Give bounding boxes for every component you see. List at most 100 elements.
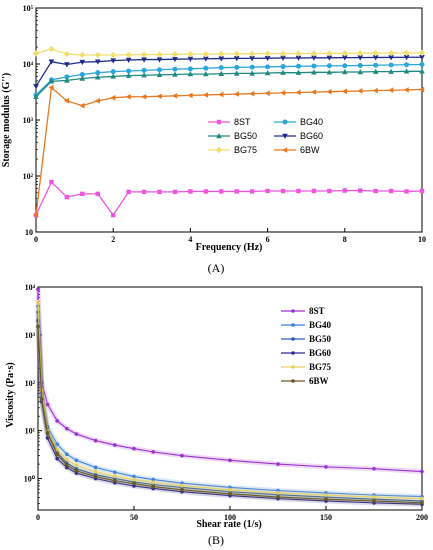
y-tick-label: 10⁴	[25, 283, 36, 292]
data-point-bg50	[110, 73, 116, 79]
data-point-6bw	[74, 468, 79, 473]
legend-swatch-marker	[291, 351, 295, 355]
data-point-bg40	[172, 66, 178, 72]
data-point-8st	[55, 419, 59, 423]
data-point-bg75	[248, 50, 256, 58]
legend-label-bg60: BG60	[300, 131, 323, 141]
data-point-bg50	[218, 70, 225, 76]
data-point-bg60	[249, 56, 255, 62]
data-point-8st	[188, 189, 193, 194]
data-point-bg75	[151, 480, 155, 485]
data-point-8st	[404, 189, 409, 194]
data-point-8st	[342, 188, 347, 193]
panel-a-legend: 8ST BG40 BG50 BG60 BG75 6BW	[208, 117, 323, 155]
legend-label-bg50: BG50	[234, 131, 257, 141]
legend-item-6bw: 6BW	[281, 376, 329, 386]
series-line-bg40	[35, 63, 423, 96]
legend-item-8st: 8ST	[281, 306, 325, 316]
data-point-bg75	[156, 51, 163, 58]
data-point-8st	[311, 188, 317, 194]
data-point-6bw	[403, 87, 409, 93]
data-point-6bw	[110, 94, 116, 101]
data-point-bg50	[172, 71, 178, 77]
data-point-bg40	[357, 63, 363, 69]
data-point-bg50	[280, 69, 286, 75]
data-point-bg75	[357, 49, 364, 57]
data-point-6bw	[187, 92, 193, 99]
data-point-bg60	[218, 56, 225, 62]
data-point-bg75	[324, 493, 328, 497]
data-point-bg50	[419, 68, 425, 74]
data-point-bg40	[373, 62, 379, 68]
data-point-bg50	[48, 78, 55, 84]
data-point-6bw	[228, 491, 232, 496]
data-point-bg50	[264, 70, 271, 76]
data-point-bg40	[64, 74, 70, 80]
data-point-bg50	[342, 68, 348, 75]
data-point-8st	[358, 188, 363, 193]
data-point-bg60	[64, 62, 70, 68]
legend-swatch-marker	[216, 119, 222, 125]
data-point-bg50	[295, 69, 302, 75]
data-point-bg75	[387, 49, 395, 57]
series-line-bg50	[35, 70, 422, 98]
data-point-8st	[373, 188, 378, 194]
x-tick-label: 100	[224, 513, 236, 522]
panel-a-plot-frame	[35, 7, 423, 233]
series-line-bg75	[35, 48, 423, 56]
data-point-bg75	[372, 49, 379, 57]
data-point-8st	[276, 462, 280, 466]
data-point-8st	[172, 189, 178, 195]
data-point-bg50	[125, 72, 132, 78]
data-point-bg50	[203, 71, 209, 77]
data-point-bg75	[55, 447, 59, 452]
data-point-bg60	[79, 59, 86, 66]
legend-label-6bw: 6BW	[300, 145, 320, 155]
legend-item-bg50: BG50	[281, 334, 332, 344]
data-point-6bw	[388, 87, 394, 94]
data-point-8st	[203, 189, 209, 194]
series-band-8st	[35, 289, 423, 475]
data-point-bg60	[264, 55, 271, 62]
data-point-8st	[141, 189, 147, 195]
data-point-bg40	[280, 64, 286, 70]
data-point-8st	[95, 191, 100, 197]
data-point-bg75	[420, 496, 424, 501]
data-point-bg40	[110, 69, 116, 75]
data-point-bg75	[372, 495, 376, 499]
data-point-bg40	[79, 71, 85, 77]
series-line-bg75	[37, 301, 423, 500]
data-point-6bw	[55, 452, 59, 457]
legend-label-bg75: BG75	[234, 145, 257, 155]
data-point-bg60	[33, 84, 39, 90]
data-point-bg50	[64, 77, 70, 83]
data-point-bg40	[419, 61, 425, 67]
data-point-bg60	[280, 55, 286, 61]
data-point-bg75	[79, 51, 86, 59]
data-point-bg50	[311, 69, 317, 75]
data-point-bg50	[388, 68, 394, 74]
data-point-6bw	[264, 90, 270, 97]
series-bg40	[33, 61, 425, 98]
panel-a-x-axis: 0 2 4 6 8 10	[34, 228, 426, 244]
series-line-bg60	[37, 320, 423, 505]
data-point-bg50	[94, 74, 101, 80]
data-point-bg40	[404, 62, 410, 68]
legend-item-bg60: BG60	[281, 348, 332, 358]
legend-label-bg40: BG40	[300, 117, 323, 127]
data-point-bg60	[311, 55, 317, 61]
data-point-bg60	[187, 56, 194, 62]
panel-a: 10 10² 10³ 10⁴ 10⁵ 0 2 4 6 8 10 Storage modulus (…	[1, 4, 426, 275]
data-point-bg40	[55, 442, 59, 447]
legend-item-8st: 8ST	[208, 117, 251, 127]
legend-swatch-marker	[291, 309, 295, 313]
data-point-bg60	[45, 436, 50, 440]
panel-b-y-axis: 10⁰ 10¹ 10² 10³ 10⁴	[24, 283, 42, 504]
legend-swatch-marker	[291, 323, 295, 327]
data-point-6bw	[295, 89, 301, 96]
panel-b: 10⁰ 10¹ 10² 10³ 10⁴ 0 50 100 150 200 Viscosity (…	[5, 283, 428, 547]
data-point-6bw	[372, 87, 378, 94]
series-8st	[33, 179, 425, 218]
data-point-bg75	[187, 50, 194, 58]
series-line-6bw	[37, 326, 423, 504]
